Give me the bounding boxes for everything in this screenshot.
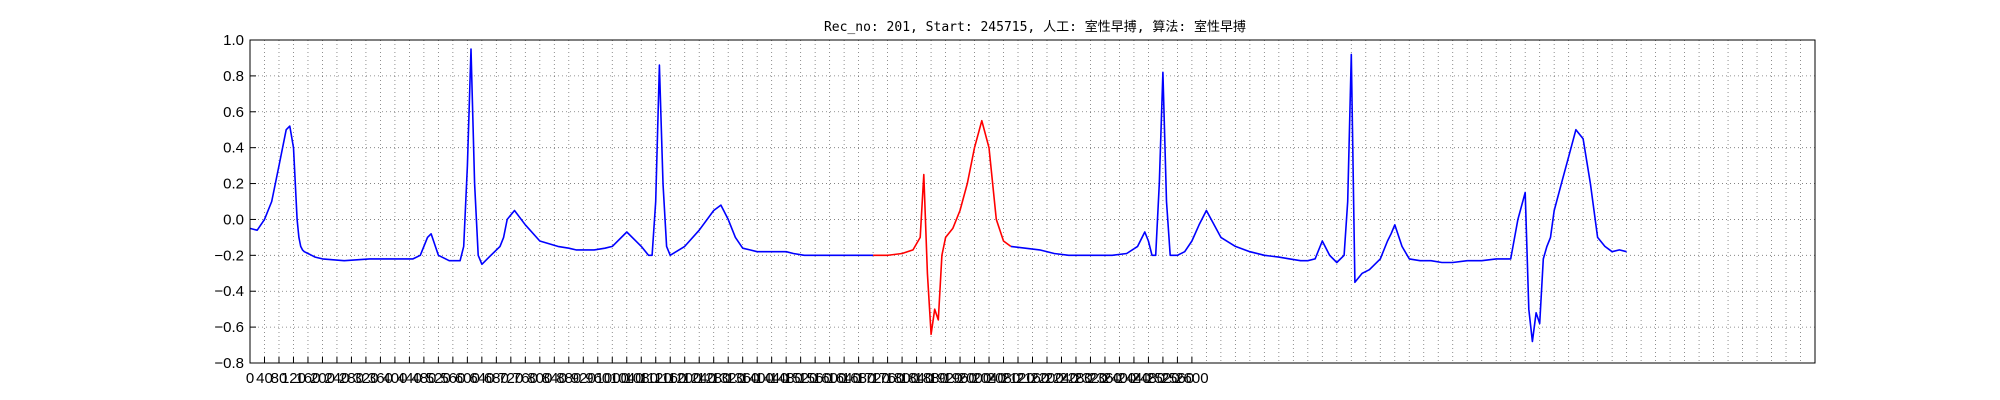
y-tick-label: −0.2 xyxy=(214,247,244,264)
x-tick-label: 0 xyxy=(246,370,254,387)
y-tick-label: 0.8 xyxy=(223,68,244,85)
ecg-pvc-segment-line xyxy=(873,121,1011,335)
y-tick-label: 1.0 xyxy=(223,32,244,49)
y-tick-label: −0.8 xyxy=(214,355,244,372)
y-tick-label: 0.0 xyxy=(223,211,244,228)
ecg-normal-segment-1-line xyxy=(250,49,873,264)
y-tick-label: −0.4 xyxy=(214,283,244,300)
grid-layer xyxy=(250,40,1815,363)
x-tick-label: 2600 xyxy=(1175,370,1208,387)
y-tick-label: 0.2 xyxy=(223,176,244,193)
y-tick-label: −0.6 xyxy=(214,319,244,336)
chart-title: Rec_no: 201, Start: 245715, 人工: 室性早搏, 算法… xyxy=(824,19,1246,35)
x-axis-ticks: 0 408012016020024028032036040044048052056… xyxy=(246,357,1209,387)
y-tick-label: 0.6 xyxy=(223,104,244,121)
ecg-normal-segment-2-line xyxy=(1011,54,1627,341)
series-layer xyxy=(250,49,1627,342)
y-tick-label: 0.4 xyxy=(223,140,244,157)
